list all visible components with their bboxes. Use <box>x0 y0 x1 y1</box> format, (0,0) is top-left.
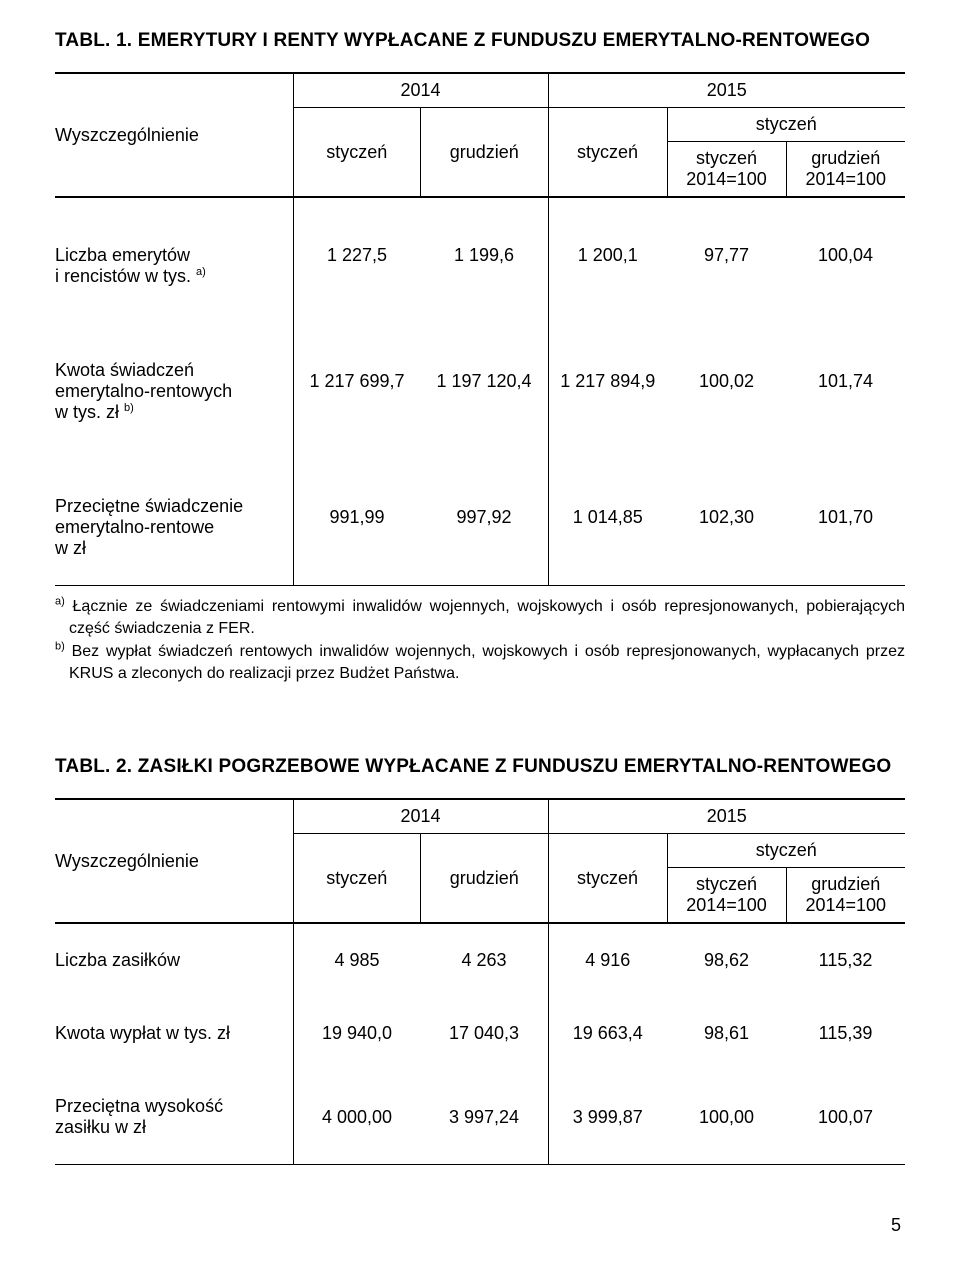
table-row: Kwota wypłat w tys. zł 19 940,0 17 040,3… <box>55 997 905 1070</box>
cell: 101,70 <box>786 449 905 586</box>
cell: 19 940,0 <box>293 997 421 1070</box>
row-sup: b) <box>124 402 134 414</box>
col-spec: Wyszczególnienie <box>55 799 293 923</box>
cell: 1 217 894,9 <box>548 313 667 449</box>
cell: 1 200,1 <box>548 197 667 313</box>
col-styczen2: styczeń <box>548 834 667 924</box>
col-grudzien: grudzień <box>421 834 549 924</box>
cell: 3 997,24 <box>421 1070 549 1165</box>
cell: 1 014,85 <box>548 449 667 586</box>
row-label: Przeciętna wysokość zasiłku w zł <box>55 1070 293 1165</box>
table2-title: TABL. 2. ZASIŁKI POGRZEBOWE WYPŁACANE Z … <box>55 756 905 778</box>
row-label: Kwota świadczeń emerytalno-rentowych w t… <box>55 360 232 422</box>
col-grudzien: grudzień <box>421 108 549 198</box>
col-gru2014: grudzień 2014=100 <box>786 142 905 198</box>
table2: Wyszczególnienie 2014 2015 styczeń grudz… <box>55 798 905 1165</box>
cell: 101,74 <box>786 313 905 449</box>
table1-footnotes: a) Łącznie ze świadczeniami rentowymi in… <box>55 596 905 684</box>
row-label: Przeciętne świadczenie emerytalno-rentow… <box>55 496 243 558</box>
cell: 1 227,5 <box>293 197 421 313</box>
table1: Wyszczególnienie 2014 2015 styczeń grudz… <box>55 72 905 586</box>
cell: 17 040,3 <box>421 997 549 1070</box>
col-styczen: styczeń <box>293 834 421 924</box>
cell: 4 916 <box>548 923 667 997</box>
cell: 1 217 699,7 <box>293 313 421 449</box>
cell: 19 663,4 <box>548 997 667 1070</box>
col-2014: 2014 <box>293 799 548 834</box>
cell: 98,61 <box>667 997 786 1070</box>
cell: 997,92 <box>421 449 549 586</box>
fn-a-marker: a) <box>55 596 65 608</box>
cell: 115,32 <box>786 923 905 997</box>
col-2015: 2015 <box>548 73 905 108</box>
cell: 115,39 <box>786 997 905 1070</box>
col-gru2014: grudzień 2014=100 <box>786 868 905 924</box>
row-label: Liczba emerytów i rencistów w tys. <box>55 245 191 286</box>
col-2015: 2015 <box>548 799 905 834</box>
cell: 991,99 <box>293 449 421 586</box>
cell: 100,00 <box>667 1070 786 1165</box>
col-styczen-group: styczeń <box>667 108 905 142</box>
row-label: Kwota wypłat w tys. zł <box>55 997 293 1070</box>
cell: 97,77 <box>667 197 786 313</box>
cell: 4 263 <box>421 923 549 997</box>
row-label: Liczba zasiłków <box>55 923 293 997</box>
col-sty2014: styczeń 2014=100 <box>667 868 786 924</box>
col-styczen-group: styczeń <box>667 834 905 868</box>
row-sup: a) <box>196 266 206 278</box>
fn-b-marker: b) <box>55 641 65 653</box>
table-row: Liczba emerytów i rencistów w tys. a) 1 … <box>55 197 905 313</box>
cell: 3 999,87 <box>548 1070 667 1165</box>
cell: 100,04 <box>786 197 905 313</box>
table-row: Liczba zasiłków 4 985 4 263 4 916 98,62 … <box>55 923 905 997</box>
col-styczen: styczeń <box>293 108 421 198</box>
cell: 98,62 <box>667 923 786 997</box>
table-row: Przeciętna wysokość zasiłku w zł 4 000,0… <box>55 1070 905 1165</box>
col-spec: Wyszczególnienie <box>55 73 293 197</box>
fn-b-text: Bez wypłat świadczeń rentowych inwalidów… <box>69 643 905 682</box>
cell: 1 197 120,4 <box>421 313 549 449</box>
col-2014: 2014 <box>293 73 548 108</box>
cell: 4 000,00 <box>293 1070 421 1165</box>
table-row: Przeciętne świadczenie emerytalno-rentow… <box>55 449 905 586</box>
cell: 4 985 <box>293 923 421 997</box>
cell: 100,02 <box>667 313 786 449</box>
col-sty2014: styczeń 2014=100 <box>667 142 786 198</box>
cell: 102,30 <box>667 449 786 586</box>
page-number: 5 <box>55 1215 905 1236</box>
cell: 100,07 <box>786 1070 905 1165</box>
cell: 1 199,6 <box>421 197 549 313</box>
fn-a-text: Łącznie ze świadczeniami rentowymi inwal… <box>69 598 905 637</box>
col-styczen2: styczeń <box>548 108 667 198</box>
table-row: Kwota świadczeń emerytalno-rentowych w t… <box>55 313 905 449</box>
table1-title: TABL. 1. EMERYTURY I RENTY WYPŁACANE Z F… <box>55 30 905 52</box>
